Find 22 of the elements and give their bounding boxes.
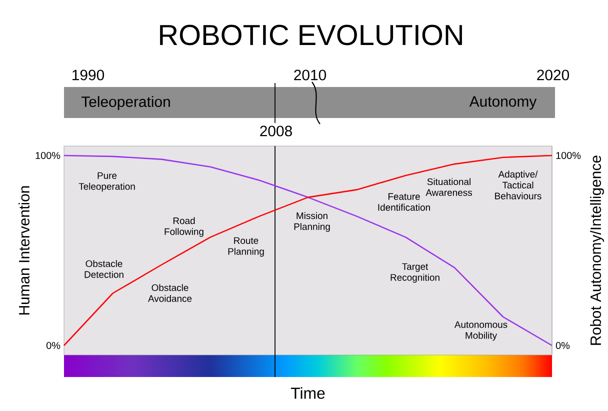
annotation: Adaptive/ Tactical Behaviours	[495, 170, 542, 200]
text: Autonomy	[469, 96, 537, 110]
annotation: Road Following	[164, 217, 204, 237]
x-axis-title: Time	[290, 387, 325, 399]
text: 2008	[260, 126, 292, 136]
annotation: Obstacle Detection	[84, 260, 124, 278]
text: 2020	[537, 70, 570, 80]
annotation: Mission Planning	[294, 212, 330, 232]
annotation: Situational Awareness	[426, 178, 472, 196]
annotation: Target Recognition	[390, 263, 440, 283]
annotation: Obstacle Avoidance	[148, 284, 192, 302]
text: 1990	[72, 70, 104, 80]
chart-title: ROBOTIC EVOLUTION	[160, 24, 462, 46]
y2-tick-label: 100%	[556, 152, 581, 160]
y-axis-title: Human Intervention	[18, 186, 30, 314]
annotation: Autonomous Mobility	[454, 321, 508, 341]
annotation: Pure Teleoperation	[78, 172, 135, 192]
y2-tick-label: 0%	[556, 342, 570, 350]
text: 2010	[294, 70, 326, 80]
annotation: Route Planning	[228, 237, 264, 257]
y2-axis-title: Robot Autonomy/Intelligence	[590, 156, 604, 345]
text: Teleoperation	[81, 96, 170, 110]
